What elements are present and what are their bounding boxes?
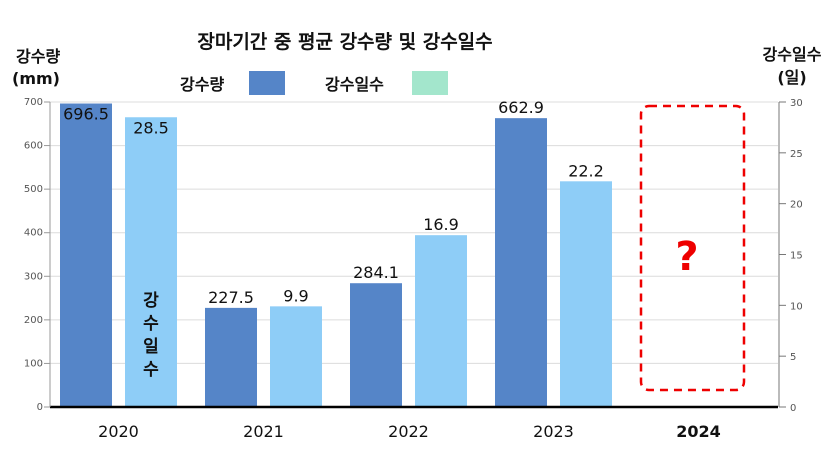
bar-rain-days-2023 (560, 181, 612, 407)
category-labels: 2020 2021 2022 2023 2024 (98, 422, 721, 441)
left-tick-label: 300 (24, 271, 43, 282)
right-axis-ticks: 0 5 10 15 20 25 30 (779, 98, 803, 414)
bar-rainfall-2022 (350, 283, 402, 407)
category-label: 2020 (98, 422, 139, 441)
bar-rain-days-2020 (125, 117, 177, 407)
left-tick-label: 400 (24, 228, 43, 239)
bars (60, 103, 612, 408)
data-label: 227.5 (208, 288, 254, 307)
right-tick-label: 30 (790, 98, 803, 109)
in-bar-label-char: 일 (143, 337, 159, 357)
category-label: 2022 (388, 422, 429, 441)
category-label: 2024 (676, 422, 721, 441)
legend-swatch-rainfall (249, 71, 285, 95)
bar-rain-days-2021 (270, 306, 322, 407)
legend-label-rainfall: 강수량 (180, 75, 224, 94)
data-labels: 696.5 28.5 227.5 9.9 284.1 16.9 662.9 22.2 (63, 98, 604, 307)
in-bar-label-char: 수 (143, 314, 159, 334)
in-bar-label-char: 수 (143, 360, 159, 380)
right-tick-label: 25 (790, 149, 803, 160)
data-label: 28.5 (133, 118, 169, 137)
left-axis-title-line2: (mm) (12, 69, 60, 88)
bar-rainfall-2020 (60, 103, 112, 408)
right-axis-title-line2: (일) (777, 68, 806, 87)
bar-rain-days-2022 (415, 235, 467, 407)
left-tick-label: 600 (24, 141, 43, 152)
right-tick-label: 10 (790, 301, 803, 312)
data-label: 662.9 (498, 98, 544, 117)
right-tick-label: 15 (790, 251, 803, 262)
left-tick-label: 200 (24, 315, 43, 326)
right-tick-label: 20 (790, 200, 803, 211)
in-bar-label-char: 강 (143, 291, 159, 311)
chart-title: 장마기간 중 평균 강수량 및 강수일수 (197, 31, 492, 53)
right-axis-title-line1: 강수일수 (763, 45, 822, 64)
bar-rainfall-2021 (205, 307, 257, 407)
bar-rainfall-2023 (495, 118, 547, 407)
right-tick-label: 0 (790, 403, 796, 414)
left-tick-label: 100 (24, 358, 43, 369)
data-label: 22.2 (568, 161, 604, 180)
legend-swatch-rain-days (412, 71, 448, 95)
category-label: 2021 (243, 422, 284, 441)
data-label: 284.1 (353, 263, 399, 282)
data-label: 696.5 (63, 105, 109, 124)
placeholder-2024-box (639, 104, 746, 392)
unknown-value-mark: ? (675, 234, 698, 280)
data-label: 9.9 (283, 286, 308, 305)
left-axis-ticks: 0 100 200 300 400 500 600 700 (24, 97, 50, 413)
left-tick-label: 500 (24, 184, 43, 195)
data-label: 16.9 (423, 215, 459, 234)
left-tick-label: 0 (37, 402, 43, 413)
left-axis-title-line1: 강수량 (16, 47, 60, 66)
left-tick-label: 700 (24, 97, 43, 108)
category-label: 2023 (533, 422, 574, 441)
right-tick-label: 5 (790, 352, 796, 363)
legend-label-rain-days: 강수일수 (325, 75, 384, 94)
